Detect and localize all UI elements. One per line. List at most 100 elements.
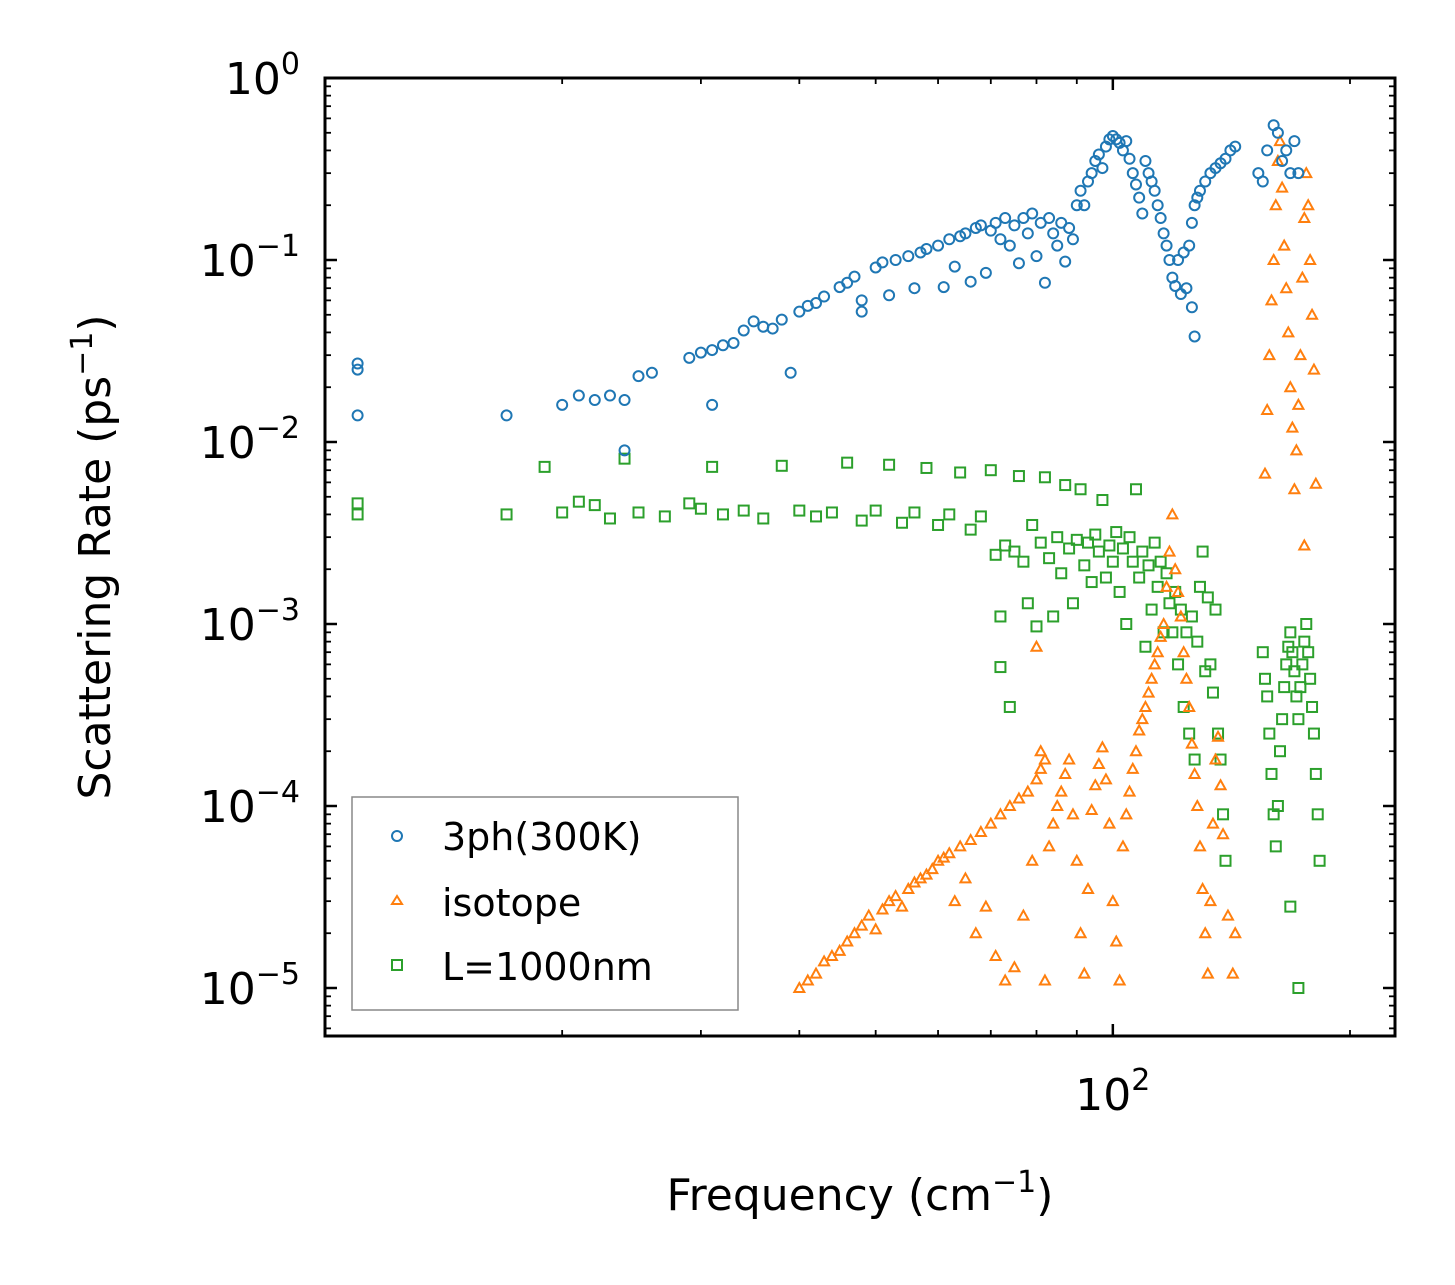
- point-isotope: [1198, 926, 1212, 939]
- point-boundary: [618, 452, 631, 465]
- point-3ph: [706, 398, 719, 411]
- point-isotope: [1307, 362, 1321, 375]
- series-0: [351, 119, 1305, 457]
- point-isotope: [1119, 807, 1133, 820]
- point-3ph: [810, 297, 823, 310]
- point-isotope: [1303, 252, 1317, 265]
- point-isotope: [969, 926, 983, 939]
- point-boundary: [1212, 727, 1225, 740]
- point-3ph: [1280, 144, 1293, 157]
- point-boundary: [1126, 555, 1139, 568]
- point-isotope: [998, 973, 1012, 986]
- point-isotope: [888, 889, 903, 902]
- point-boundary: [932, 518, 945, 531]
- point-isotope: [1195, 881, 1210, 894]
- point-boundary: [1269, 840, 1282, 853]
- point-boundary: [1059, 479, 1072, 492]
- point-isotope: [1092, 756, 1106, 770]
- point-3ph: [948, 260, 961, 273]
- point-boundary: [1012, 470, 1025, 483]
- point-3ph: [876, 256, 889, 269]
- point-3ph: [1008, 219, 1021, 232]
- point-boundary: [1271, 800, 1284, 812]
- point-isotope: [1132, 723, 1146, 736]
- point-isotope: [1084, 802, 1099, 816]
- point-boundary: [1201, 591, 1214, 604]
- point-boundary: [1191, 635, 1204, 648]
- point-isotope: [1109, 934, 1123, 947]
- point-boundary: [869, 504, 882, 517]
- point-isotope: [1179, 671, 1194, 684]
- point-boundary: [989, 548, 1002, 561]
- point-isotope: [1038, 973, 1052, 986]
- point-3ph: [964, 275, 977, 288]
- point-boundary: [1185, 610, 1198, 623]
- point-boundary: [1038, 471, 1051, 484]
- point-3ph: [1085, 167, 1098, 180]
- point-isotope: [1213, 778, 1228, 791]
- point-3ph: [889, 254, 902, 266]
- point-boundary: [757, 512, 770, 525]
- point-3ph: [1030, 250, 1043, 263]
- point-isotope: [1185, 736, 1199, 749]
- point-isotope: [984, 816, 998, 829]
- point-isotope: [1305, 307, 1319, 320]
- point-3ph: [1191, 191, 1204, 204]
- point-boundary: [351, 497, 364, 510]
- y-axis-label: Scattering Rate (ps−1): [65, 314, 121, 799]
- point-isotope: [1285, 420, 1300, 433]
- point-boundary: [500, 508, 513, 521]
- point-3ph: [1078, 199, 1091, 212]
- point-3ph: [841, 276, 854, 289]
- point-isotope: [1262, 348, 1277, 361]
- point-boundary: [1074, 483, 1087, 496]
- y-axis-label-exponent: −1: [65, 332, 100, 376]
- y-tick-label: 100: [225, 47, 300, 105]
- point-boundary: [1103, 539, 1116, 552]
- point-3ph: [1172, 254, 1185, 266]
- point-isotope: [1275, 180, 1289, 193]
- point-isotope: [1273, 134, 1287, 147]
- point-boundary: [1008, 545, 1021, 558]
- point-boundary: [1113, 585, 1126, 598]
- point-3ph: [1183, 239, 1196, 252]
- point-boundary: [994, 661, 1007, 674]
- point-boundary: [1183, 727, 1196, 740]
- point-isotope: [1228, 926, 1242, 939]
- point-3ph: [1157, 227, 1170, 240]
- point-isotope: [1159, 579, 1174, 592]
- point-isotope: [1279, 281, 1293, 294]
- point-3ph: [618, 444, 631, 457]
- point-3ph: [937, 281, 950, 294]
- point-boundary: [556, 506, 569, 519]
- point-3ph: [1043, 212, 1056, 225]
- point-boundary: [683, 497, 696, 510]
- point-isotope: [1287, 482, 1302, 495]
- point-isotope: [1042, 839, 1056, 852]
- x-axis-label: Frequency (cm−1): [667, 1165, 1054, 1221]
- point-boundary: [1311, 808, 1324, 821]
- point-boundary: [943, 508, 956, 521]
- point-boundary: [1309, 767, 1322, 780]
- point-isotope: [1126, 761, 1140, 774]
- point-boundary: [1302, 646, 1315, 659]
- point-3ph: [932, 239, 945, 252]
- point-boundary: [737, 504, 750, 517]
- point-isotope: [974, 824, 988, 837]
- point-boundary: [1256, 646, 1269, 659]
- point-3ph: [1136, 207, 1149, 220]
- point-3ph: [1123, 152, 1136, 165]
- point-3ph: [1188, 330, 1201, 343]
- x-tick-label: 102: [1075, 1063, 1150, 1121]
- legend-box: [351, 796, 739, 1011]
- point-boundary: [1261, 690, 1274, 703]
- point-boundary: [1274, 745, 1287, 758]
- point-isotope: [1088, 778, 1102, 791]
- x-axis-label-suffix: ): [1036, 1170, 1053, 1221]
- point-isotope: [1025, 853, 1039, 866]
- point-3ph: [1026, 207, 1039, 220]
- point-boundary: [1284, 626, 1297, 639]
- point-boundary: [1021, 597, 1034, 610]
- point-boundary: [1092, 545, 1105, 558]
